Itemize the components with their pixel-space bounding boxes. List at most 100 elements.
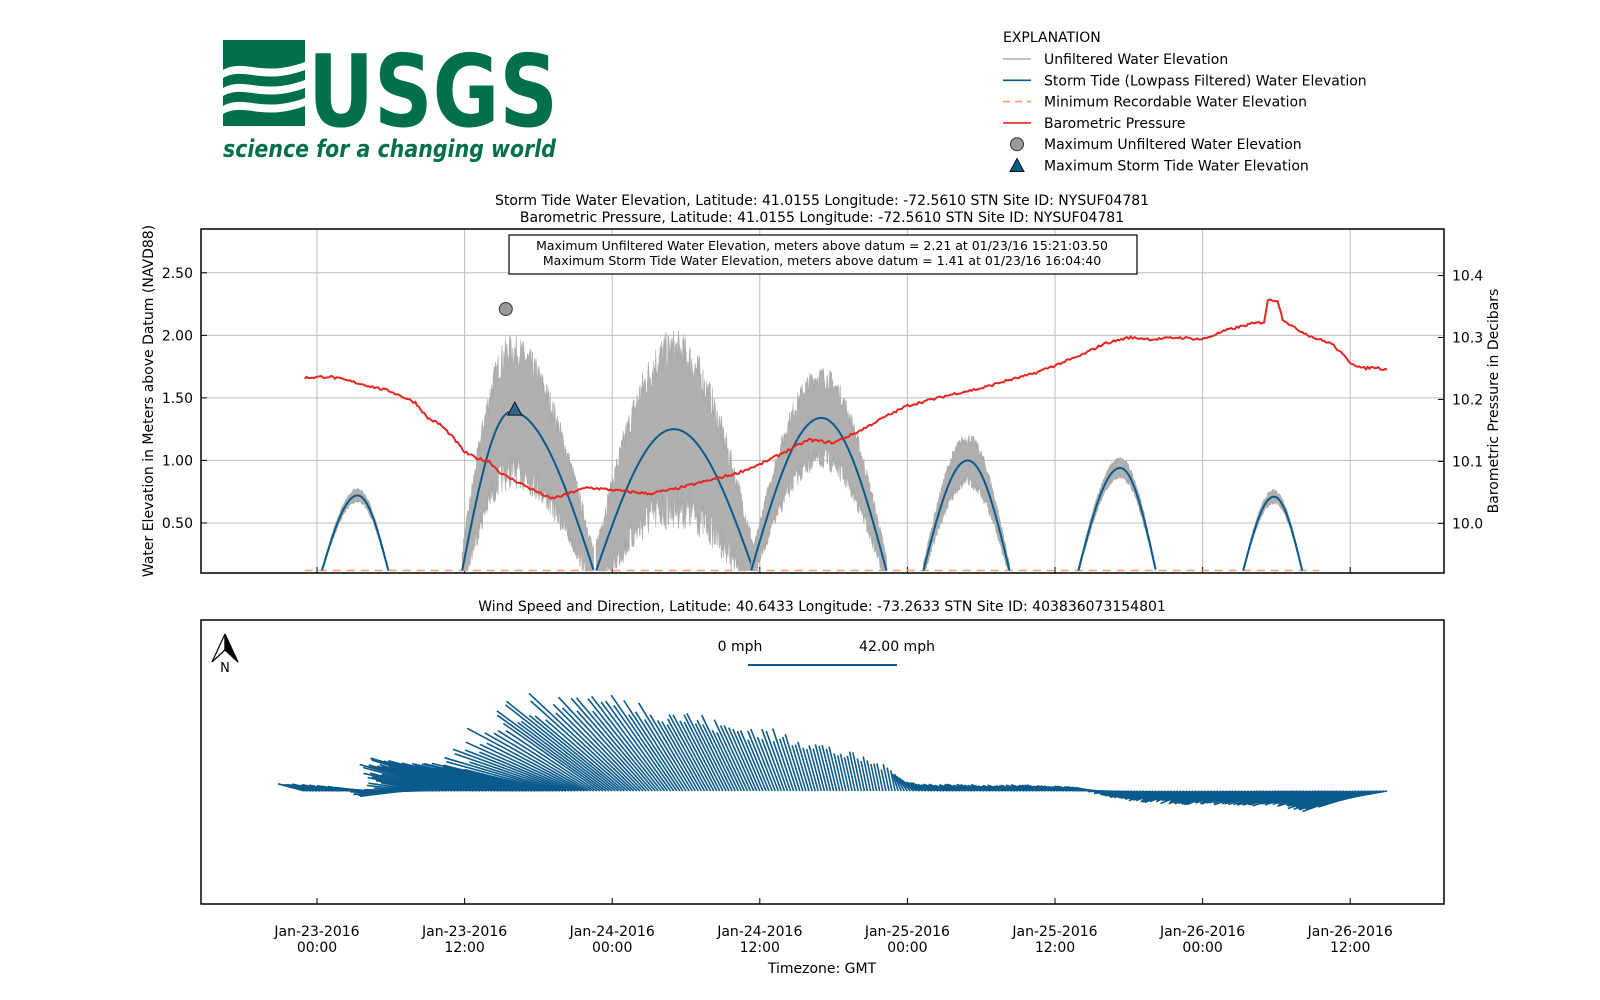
x-tick-time: 12:00 <box>444 940 484 956</box>
wind-vector <box>1129 790 1151 800</box>
x-tick-date: Jan-23-2016 <box>273 924 359 940</box>
wind-vector <box>1298 790 1354 811</box>
x-tick-time: 00:00 <box>297 940 337 956</box>
wind-vector <box>454 752 564 792</box>
wind-vector <box>1293 790 1348 810</box>
wind-vector <box>484 732 588 792</box>
wind-vector <box>368 782 425 792</box>
wind-vector <box>452 748 567 792</box>
legend-item: Maximum Storm Tide Water Elevation <box>1009 157 1309 175</box>
wind-vector <box>623 700 684 792</box>
wind-vector <box>1295 790 1345 808</box>
wind-vector <box>1180 790 1213 805</box>
wind-vector <box>469 761 561 792</box>
wind-vector <box>1164 790 1188 802</box>
wind-vector <box>592 710 659 792</box>
top-grid <box>201 229 1444 573</box>
wind-vector <box>1169 790 1197 803</box>
wind-scale-min-label: 0 mph <box>718 639 763 655</box>
wind-vector <box>362 766 450 792</box>
wind-vector <box>1156 790 1179 801</box>
legend-item-label: Storm Tide (Lowpass Filtered) Water Elev… <box>1044 73 1367 89</box>
barometric-pressure-line <box>303 298 1388 500</box>
wind-vector <box>917 783 933 792</box>
wind-vector <box>497 729 595 792</box>
wind-vector <box>713 719 749 792</box>
wind-vector <box>765 730 789 792</box>
storm-tide-curve <box>1077 466 1157 571</box>
wind-vector <box>363 772 441 792</box>
wind-vector <box>1298 790 1351 810</box>
wind-vector <box>1125 790 1148 800</box>
x-axis-label: Timezone: GMT <box>767 961 877 977</box>
wind-vector <box>1168 790 1200 805</box>
wind-vector <box>870 763 878 792</box>
top-plot-title-line-1: Storm Tide Water Elevation, Latitude: 41… <box>495 193 1149 209</box>
wind-vector <box>938 785 954 792</box>
wind-vector <box>552 703 641 792</box>
wind-vector <box>610 694 678 792</box>
unfiltered-water-elevation-band <box>1242 489 1303 572</box>
wind-vector <box>791 745 807 792</box>
wind-vector <box>839 753 850 792</box>
usgs-logo: USGS science for a changing world <box>223 33 558 163</box>
max-storm-tide-marker-icon <box>506 401 523 416</box>
wind-vector <box>388 765 472 792</box>
wind-vector <box>736 730 764 792</box>
legend-item-label: Minimum Recordable Water Elevation <box>1044 95 1307 111</box>
wind-vector <box>1017 785 1034 792</box>
wind-vector <box>1350 790 1388 799</box>
right-y-tick-label: 10.4 <box>1452 268 1483 284</box>
wind-vector <box>545 719 629 792</box>
wind-vector <box>922 783 939 792</box>
wind-vector <box>1135 790 1160 802</box>
wind-vector <box>1222 790 1259 804</box>
wind-vector <box>970 783 991 792</box>
wind-vector <box>866 760 875 792</box>
wind-vector <box>784 733 804 792</box>
wind-vector <box>479 743 579 792</box>
wind-vector <box>1021 784 1040 792</box>
x-tick-date: Jan-24-2016 <box>569 924 655 940</box>
wind-vector <box>1213 790 1256 806</box>
left-y-tick-label: 1.50 <box>162 391 193 407</box>
wind-vector <box>846 755 856 792</box>
wind-vector <box>1144 790 1173 804</box>
wind-vector <box>1155 790 1182 803</box>
wind-vector <box>719 725 752 792</box>
wind-vector <box>1037 785 1056 792</box>
wind-vector <box>486 742 582 792</box>
wind-vector <box>1199 790 1234 805</box>
wind-vector <box>1247 790 1293 806</box>
wind-vector <box>995 784 1013 792</box>
left-y-tick-label: 1.00 <box>162 453 193 469</box>
wind-vector <box>628 714 681 792</box>
wind-vector <box>825 748 838 792</box>
wind-vector <box>1149 790 1176 803</box>
storm-tide-curve <box>320 494 390 571</box>
wind-vector <box>723 725 755 792</box>
legend-marker-circle-icon <box>1010 137 1024 152</box>
legend-item-label: Unfiltered Water Elevation <box>1044 52 1228 68</box>
wind-vector <box>368 765 456 792</box>
wind-vector <box>1232 790 1268 803</box>
x-tick-time: 00:00 <box>887 940 927 956</box>
wind-vector <box>1227 790 1271 806</box>
wind-vector <box>534 715 626 792</box>
x-tick-time: 00:00 <box>1182 940 1222 956</box>
wind-vector <box>604 700 672 792</box>
wind-vector <box>1105 790 1126 797</box>
wind-plot-title: Wind Speed and Direction, Latitude: 40.6… <box>478 599 1166 615</box>
wind-vector <box>906 781 924 792</box>
wind-vector <box>464 768 551 792</box>
wind-vector <box>1142 790 1170 803</box>
wind-vector <box>1183 790 1219 806</box>
wind-vector <box>1302 790 1360 813</box>
wind-vector <box>732 728 761 792</box>
wind-vector <box>880 769 887 792</box>
wind-vector <box>739 730 767 792</box>
wind-vector <box>613 704 675 792</box>
wind-vector <box>772 740 792 792</box>
left-y-tick-label: 0.50 <box>162 516 193 532</box>
wind-vector <box>833 753 844 792</box>
